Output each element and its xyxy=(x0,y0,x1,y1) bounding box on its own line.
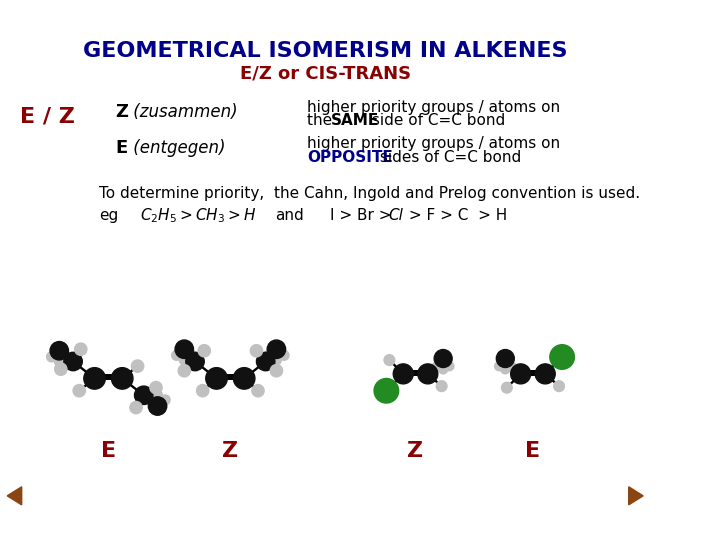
Circle shape xyxy=(271,355,282,365)
Circle shape xyxy=(171,350,181,360)
Text: sides of C=C bond: sides of C=C bond xyxy=(375,150,521,165)
Circle shape xyxy=(233,368,255,389)
Circle shape xyxy=(112,368,133,389)
Circle shape xyxy=(550,345,575,369)
Circle shape xyxy=(279,350,289,360)
Circle shape xyxy=(434,349,452,368)
Circle shape xyxy=(175,340,194,359)
Text: and: and xyxy=(276,208,305,224)
Text: Cl: Cl xyxy=(388,208,403,224)
Circle shape xyxy=(197,384,209,397)
Text: E: E xyxy=(101,441,116,461)
Circle shape xyxy=(507,362,516,371)
Circle shape xyxy=(384,355,395,366)
Text: GEOMETRICAL ISOMERISM IN ALKENES: GEOMETRICAL ISOMERISM IN ALKENES xyxy=(83,42,567,62)
Text: side of C=C bond: side of C=C bond xyxy=(366,113,505,129)
Circle shape xyxy=(55,363,67,375)
Circle shape xyxy=(178,364,190,377)
Text: Z: Z xyxy=(408,441,423,461)
Text: (zusammen): (zusammen) xyxy=(128,103,238,121)
Circle shape xyxy=(510,364,531,384)
Circle shape xyxy=(206,368,228,389)
Text: Z: Z xyxy=(222,441,238,461)
Circle shape xyxy=(54,356,64,367)
Text: E: E xyxy=(526,441,541,461)
Text: (entgegen): (entgegen) xyxy=(128,139,226,157)
Text: E / Z: E / Z xyxy=(19,106,74,126)
Circle shape xyxy=(153,390,163,400)
Text: To determine priority,  the Cahn, Ingold and Prelog convention is used.: To determine priority, the Cahn, Ingold … xyxy=(99,186,641,201)
Text: > F > C  > H: > F > C > H xyxy=(404,208,507,224)
Circle shape xyxy=(500,364,510,374)
Circle shape xyxy=(179,355,189,365)
Circle shape xyxy=(256,352,275,371)
Circle shape xyxy=(64,352,82,371)
Circle shape xyxy=(374,379,399,403)
Circle shape xyxy=(554,381,564,392)
Text: the: the xyxy=(307,113,337,129)
Circle shape xyxy=(251,345,263,357)
Text: eg: eg xyxy=(99,208,119,224)
Circle shape xyxy=(148,397,167,415)
Circle shape xyxy=(150,381,162,394)
Circle shape xyxy=(267,340,286,359)
Circle shape xyxy=(75,343,87,355)
Circle shape xyxy=(436,381,447,392)
Circle shape xyxy=(130,401,142,414)
Text: SAME: SAME xyxy=(330,113,379,129)
Text: E/Z or CIS-TRANS: E/Z or CIS-TRANS xyxy=(240,64,410,82)
Circle shape xyxy=(135,386,153,404)
Circle shape xyxy=(198,345,210,357)
Circle shape xyxy=(161,395,170,405)
Text: E: E xyxy=(116,139,128,157)
Circle shape xyxy=(495,362,504,371)
Circle shape xyxy=(186,352,204,371)
Circle shape xyxy=(264,350,274,360)
Circle shape xyxy=(270,364,282,377)
Circle shape xyxy=(393,364,413,384)
Text: higher priority groups / atoms on: higher priority groups / atoms on xyxy=(307,136,560,151)
Circle shape xyxy=(535,364,555,384)
Circle shape xyxy=(84,368,105,389)
Circle shape xyxy=(47,352,56,362)
Polygon shape xyxy=(7,487,22,505)
Circle shape xyxy=(496,349,514,368)
Circle shape xyxy=(438,364,448,374)
Circle shape xyxy=(73,384,86,397)
Text: OPPOSITE: OPPOSITE xyxy=(307,150,393,165)
Circle shape xyxy=(132,360,144,372)
Circle shape xyxy=(445,362,454,371)
Circle shape xyxy=(501,382,512,393)
Text: I > Br >: I > Br > xyxy=(330,208,396,224)
Circle shape xyxy=(187,350,197,360)
Polygon shape xyxy=(629,487,643,505)
Circle shape xyxy=(433,362,441,371)
Circle shape xyxy=(252,384,264,397)
Text: Z: Z xyxy=(116,103,128,121)
Circle shape xyxy=(50,341,68,360)
Circle shape xyxy=(62,352,72,362)
Text: $C_2H_5 > CH_3 > H$: $C_2H_5 > CH_3 > H$ xyxy=(140,206,256,225)
Text: higher priority groups / atoms on: higher priority groups / atoms on xyxy=(307,100,560,115)
Circle shape xyxy=(418,364,438,384)
Circle shape xyxy=(145,395,155,405)
